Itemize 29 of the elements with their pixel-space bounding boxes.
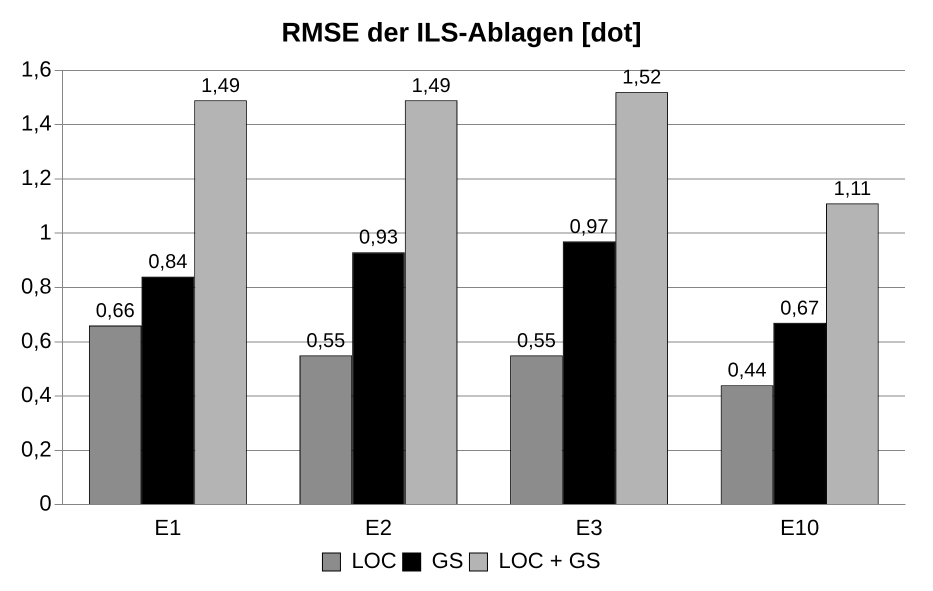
x-tick-label: E10 xyxy=(780,514,820,540)
data-label: 1,11 xyxy=(834,178,872,200)
x-tick-label: E1 xyxy=(154,514,182,540)
chart-title: RMSE der ILS-Ablagen [dot] xyxy=(282,18,642,48)
y-tick-label: 0,6 xyxy=(20,328,52,353)
data-label: 0,97 xyxy=(570,216,609,238)
data-label: 0,44 xyxy=(728,360,767,382)
legend-label: LOC xyxy=(351,548,397,574)
y-tick-label: 1,2 xyxy=(20,165,52,190)
data-label: 1,49 xyxy=(201,74,240,97)
data-label: 0,67 xyxy=(780,297,820,320)
data-label: 0,55 xyxy=(516,330,556,352)
y-tick-label: 1,6 xyxy=(20,56,52,82)
y-tick-label: 0,4 xyxy=(20,382,52,408)
y-tick-label: 0,8 xyxy=(20,274,52,299)
data-label: 1,49 xyxy=(412,74,451,97)
y-tick-label: 1,4 xyxy=(20,110,52,136)
legend-label: GS xyxy=(432,548,464,574)
y-tick-label: 1 xyxy=(39,219,52,244)
legend-label: LOC + GS xyxy=(498,548,601,574)
data-label: 0,55 xyxy=(306,330,346,352)
x-tick-label: E3 xyxy=(576,514,603,540)
y-tick-label: 0,2 xyxy=(20,436,52,462)
data-label: 0,66 xyxy=(96,300,135,322)
data-label: 0,93 xyxy=(359,226,398,249)
data-label: 1,52 xyxy=(622,66,662,89)
x-tick-label: E2 xyxy=(365,514,392,540)
y-tick-label: 0 xyxy=(39,490,52,516)
data-label: 0,84 xyxy=(148,251,188,274)
